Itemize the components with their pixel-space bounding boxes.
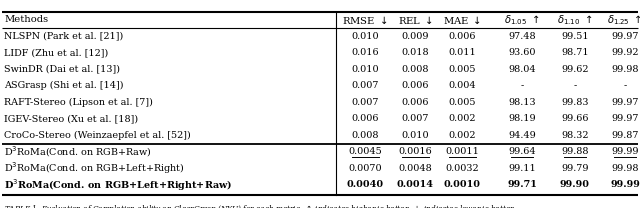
Text: D$^3$RoMa(Cond. on RGB+Left+Right): D$^3$RoMa(Cond. on RGB+Left+Right): [4, 160, 185, 176]
Text: 0.016: 0.016: [351, 48, 379, 57]
Text: 98.19: 98.19: [508, 114, 536, 123]
Text: 99.99: 99.99: [611, 147, 639, 156]
Text: 0.010: 0.010: [351, 65, 379, 74]
Text: 99.97: 99.97: [611, 114, 639, 123]
Text: 99.71: 99.71: [507, 180, 537, 189]
Text: 0.0014: 0.0014: [397, 180, 433, 189]
Text: 99.66: 99.66: [561, 114, 589, 123]
Text: -: -: [623, 81, 627, 90]
Text: 0.0040: 0.0040: [346, 180, 383, 189]
Text: 0.0010: 0.0010: [444, 180, 481, 189]
Text: $\delta_{1.10}$ $\uparrow$: $\delta_{1.10}$ $\uparrow$: [557, 13, 593, 27]
Text: 99.97: 99.97: [611, 98, 639, 107]
Text: SwinDR (Dai et al. [13]): SwinDR (Dai et al. [13]): [4, 65, 120, 74]
Text: 0.009: 0.009: [401, 32, 429, 41]
Text: 0.004: 0.004: [448, 81, 476, 90]
Text: 0.0032: 0.0032: [445, 164, 479, 173]
Text: 98.13: 98.13: [508, 98, 536, 107]
Text: CroCo-Stereo (Weinzaepfel et al. [52]): CroCo-Stereo (Weinzaepfel et al. [52]): [4, 131, 191, 140]
Text: RMSE $\downarrow$: RMSE $\downarrow$: [342, 15, 388, 26]
Text: 0.008: 0.008: [401, 65, 429, 74]
Text: ASGrasp (Shi et al. [14]): ASGrasp (Shi et al. [14]): [4, 81, 124, 90]
Text: 99.62: 99.62: [561, 65, 589, 74]
Text: 99.64: 99.64: [508, 147, 536, 156]
Text: $\delta_{1.05}$ $\uparrow$: $\delta_{1.05}$ $\uparrow$: [504, 13, 540, 27]
Text: REL $\downarrow$: REL $\downarrow$: [397, 15, 433, 26]
Text: 99.90: 99.90: [560, 180, 590, 189]
Text: TABLE 1: Evaluation of Completion ability on ClearGrasp (NYU) for each metric. $: TABLE 1: Evaluation of Completion abilit…: [4, 203, 516, 208]
Text: 99.98: 99.98: [611, 164, 639, 173]
Text: 99.11: 99.11: [508, 164, 536, 173]
Text: 0.007: 0.007: [351, 98, 379, 107]
Text: 0.005: 0.005: [448, 65, 476, 74]
Text: 0.018: 0.018: [401, 48, 429, 57]
Text: 0.006: 0.006: [401, 98, 429, 107]
Text: 98.71: 98.71: [561, 48, 589, 57]
Text: D$^3$RoMa(Cond. on RGB+Left+Right+Raw): D$^3$RoMa(Cond. on RGB+Left+Right+Raw): [4, 177, 232, 193]
Text: 99.88: 99.88: [561, 147, 589, 156]
Text: -: -: [520, 81, 524, 90]
Text: 99.99: 99.99: [610, 180, 640, 189]
Text: NLSPN (Park et al. [21]): NLSPN (Park et al. [21]): [4, 32, 124, 41]
Text: 94.49: 94.49: [508, 131, 536, 140]
Text: 99.79: 99.79: [561, 164, 589, 173]
Text: 0.0048: 0.0048: [398, 164, 432, 173]
Text: 0.006: 0.006: [351, 114, 379, 123]
Text: 99.51: 99.51: [561, 32, 589, 41]
Text: MAE $\downarrow$: MAE $\downarrow$: [443, 15, 481, 26]
Text: 0.010: 0.010: [351, 32, 379, 41]
Text: IGEV-Stereo (Xu et al. [18]): IGEV-Stereo (Xu et al. [18]): [4, 114, 138, 123]
Text: 0.008: 0.008: [351, 131, 379, 140]
Text: -: -: [573, 81, 577, 90]
Text: 99.97: 99.97: [611, 32, 639, 41]
Text: 99.92: 99.92: [611, 48, 639, 57]
Text: D$^3$RoMa(Cond. on RGB+Raw): D$^3$RoMa(Cond. on RGB+Raw): [4, 144, 152, 159]
Text: 0.007: 0.007: [401, 114, 429, 123]
Text: 0.002: 0.002: [448, 114, 476, 123]
Text: 98.04: 98.04: [508, 65, 536, 74]
Text: 93.60: 93.60: [508, 48, 536, 57]
Text: 0.011: 0.011: [448, 48, 476, 57]
Text: 0.002: 0.002: [448, 131, 476, 140]
Text: 0.006: 0.006: [401, 81, 429, 90]
Text: 99.87: 99.87: [611, 131, 639, 140]
Text: 0.0045: 0.0045: [348, 147, 382, 156]
Text: 0.005: 0.005: [448, 98, 476, 107]
Text: 0.010: 0.010: [401, 131, 429, 140]
Text: RAFT-Stereo (Lipson et al. [7]): RAFT-Stereo (Lipson et al. [7]): [4, 98, 153, 107]
Text: 97.48: 97.48: [508, 32, 536, 41]
Text: 99.98: 99.98: [611, 65, 639, 74]
Text: 99.83: 99.83: [561, 98, 589, 107]
Text: 0.0070: 0.0070: [348, 164, 382, 173]
Text: 0.006: 0.006: [448, 32, 476, 41]
Text: 0.007: 0.007: [351, 81, 379, 90]
Text: 0.0016: 0.0016: [398, 147, 432, 156]
Text: 98.32: 98.32: [561, 131, 589, 140]
Text: LIDF (Zhu et al. [12]): LIDF (Zhu et al. [12]): [4, 48, 108, 57]
Text: $\delta_{1.25}$ $\uparrow$: $\delta_{1.25}$ $\uparrow$: [607, 13, 640, 27]
Text: 0.0011: 0.0011: [445, 147, 479, 156]
Text: Methods: Methods: [4, 16, 48, 25]
